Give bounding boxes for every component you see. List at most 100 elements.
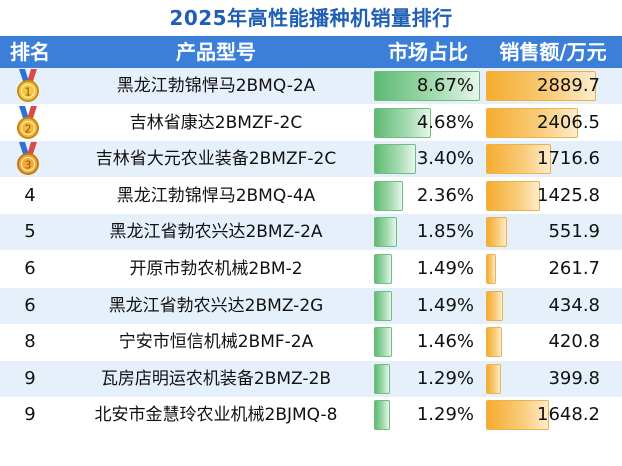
rank-cell: 4 — [24, 184, 36, 206]
chart-title: 2025年高性能播种机销量排行 — [169, 6, 453, 30]
table-row: 6 开原市勃农机械2BM-2 1.49% 261.7 — [0, 251, 622, 287]
share-bar — [374, 71, 480, 101]
rank-cell: 2 — [0, 105, 60, 141]
sales-cell: 434.8 — [484, 288, 622, 324]
share-bar — [374, 180, 403, 211]
sales-bar — [486, 254, 496, 284]
table-row: 2 吉林省康达2BMZF-2C 4.68% 2406.5 — [0, 104, 622, 141]
share-value: 1.29% — [416, 367, 474, 389]
share-value: 1.29% — [416, 404, 474, 426]
sales-bar — [486, 217, 507, 248]
share-cell: 1.46% — [372, 324, 484, 360]
sales-bar — [486, 107, 578, 138]
header-sales: 销售额/万元 — [484, 36, 622, 68]
sales-bar — [486, 363, 502, 394]
share-bar — [374, 327, 392, 358]
medal-rank-label: 3 — [25, 159, 32, 172]
share-value: 1.49% — [416, 294, 474, 316]
share-cell: 1.29% — [372, 397, 484, 433]
share-cell: 2.36% — [372, 178, 484, 214]
sales-value: 434.8 — [548, 294, 600, 316]
table-row: 9 瓦房店明运农机装备2BMZ-2B 1.29% 399.8 — [0, 360, 622, 397]
share-cell: 1.85% — [372, 214, 484, 250]
share-value: 3.40% — [416, 148, 474, 170]
share-cell: 1.49% — [372, 288, 484, 324]
sales-value: 551.9 — [548, 221, 600, 243]
table-row: 1 黑龙江勃锦悍马2BMQ-2A 8.67% 2889.7 — [0, 68, 622, 104]
share-value: 1.85% — [416, 221, 474, 243]
rank-cell: 3 — [0, 141, 60, 177]
rank-cell: 6 — [24, 294, 36, 316]
sales-cell: 1425.8 — [484, 178, 622, 214]
share-cell: 1.49% — [372, 251, 484, 287]
silver-medal-icon: 2 — [17, 105, 39, 139]
rank-cell: 9 — [24, 367, 36, 389]
sales-value: 1648.2 — [537, 404, 600, 426]
share-cell: 1.29% — [372, 361, 484, 397]
rank-cell: 9 — [24, 404, 36, 426]
sales-bar — [486, 144, 552, 175]
header-product: 产品型号 — [60, 36, 372, 68]
product-cell: 黑龙江勃锦悍马2BMQ-4A — [116, 185, 316, 206]
bronze-medal-icon: 3 — [17, 142, 39, 176]
share-cell: 3.40% — [372, 141, 484, 177]
sales-bar — [486, 180, 541, 211]
share-value: 1.49% — [416, 258, 474, 279]
share-bar — [374, 363, 390, 394]
product-cell: 黑龙江勃锦悍马2BMQ-2A — [116, 76, 316, 96]
sales-cell: 399.8 — [484, 361, 622, 397]
table-row: 6 黑龙江省勃农兴达2BMZ-2G 1.49% 434.8 — [0, 287, 622, 324]
share-cell: 4.68% — [372, 105, 484, 141]
sales-cell: 1648.2 — [484, 397, 622, 433]
share-cell: 8.67% — [372, 68, 484, 104]
table-row: 9 北安市金慧玲农业机械2BJMQ-8 1.29% 1648.2 — [0, 397, 622, 434]
product-cell: 北安市金慧玲农业机械2BJMQ-8 — [94, 405, 338, 426]
share-bar — [374, 290, 393, 321]
product-cell: 宁安市恒信机械2BMF-2A — [118, 332, 314, 353]
share-value: 2.36% — [416, 184, 474, 206]
share-value: 8.67% — [416, 75, 474, 96]
sales-cell: 1716.6 — [484, 141, 622, 177]
sales-value: 261.7 — [548, 258, 600, 279]
share-bar — [374, 217, 397, 248]
product-cell: 瓦房店明运农机装备2BMZ-2B — [100, 368, 332, 389]
share-bar — [374, 107, 432, 138]
table-row: 8 宁安市恒信机械2BMF-2A 1.46% 420.8 — [0, 324, 622, 361]
sales-cell: 420.8 — [484, 324, 622, 360]
product-cell: 黑龙江省勃农兴达2BMZ-2A — [109, 222, 323, 243]
table-row: 4 黑龙江勃锦悍马2BMQ-4A 2.36% 1425.8 — [0, 177, 622, 214]
product-cell: 黑龙江省勃农兴达2BMZ-2G — [108, 295, 324, 316]
gold-medal-icon: 1 — [17, 69, 39, 102]
sales-cell: 551.9 — [484, 214, 622, 250]
product-cell: 吉林省大元农业装备2BMZF-2C — [95, 149, 337, 170]
share-value: 4.68% — [416, 111, 474, 133]
table-row: 5 黑龙江省勃农兴达2BMZ-2A 1.85% 551.9 — [0, 214, 622, 251]
product-cell: 开原市勃农机械2BM-2 — [129, 259, 303, 279]
rank-cell: 6 — [24, 258, 36, 279]
product-cell: 吉林省康达2BMZF-2C — [129, 112, 303, 133]
sales-cell: 2406.5 — [484, 105, 622, 141]
medal-rank-label: 2 — [25, 122, 32, 135]
sales-value: 2889.7 — [537, 75, 600, 96]
sales-value: 2406.5 — [537, 111, 600, 133]
rank-cell: 8 — [24, 331, 36, 353]
medal-rank-label: 1 — [25, 86, 32, 99]
share-bar — [374, 144, 416, 175]
sales-bar — [486, 71, 596, 101]
sales-cell: 2889.7 — [484, 68, 622, 104]
sales-cell: 261.7 — [484, 251, 622, 287]
header-share: 市场占比 — [372, 36, 484, 68]
sales-value: 1425.8 — [537, 184, 600, 206]
share-value: 1.46% — [416, 331, 474, 353]
table-row: 3 吉林省大元农业装备2BMZF-2C 3.40% 1716.6 — [0, 141, 622, 178]
sales-value: 1716.6 — [537, 148, 600, 170]
sales-value: 420.8 — [548, 331, 600, 353]
header-rank: 排名 — [0, 36, 60, 68]
sales-value: 399.8 — [548, 367, 600, 389]
sales-bar — [486, 327, 503, 358]
rank-cell: 1 — [0, 68, 60, 104]
sales-bar — [486, 400, 549, 431]
share-bar — [374, 400, 390, 431]
sales-bar — [486, 290, 503, 321]
